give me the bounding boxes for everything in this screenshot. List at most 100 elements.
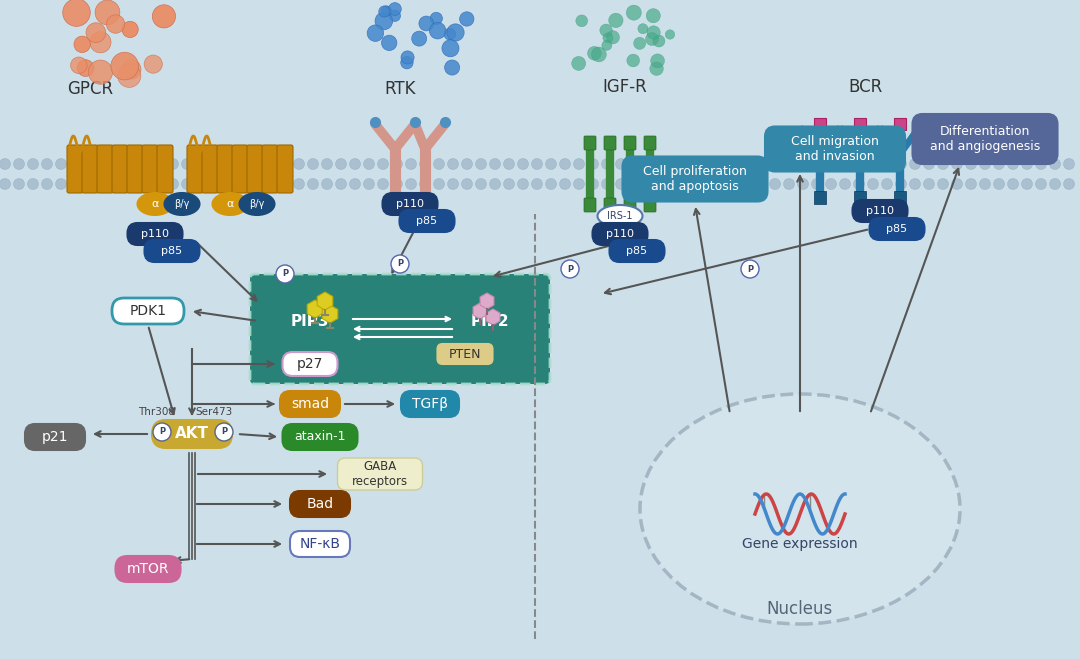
Text: mTOR: mTOR bbox=[126, 562, 170, 576]
Circle shape bbox=[118, 64, 140, 88]
Circle shape bbox=[70, 57, 87, 74]
Circle shape bbox=[41, 179, 53, 190]
FancyBboxPatch shape bbox=[382, 193, 437, 215]
Circle shape bbox=[83, 179, 95, 190]
Circle shape bbox=[378, 159, 389, 169]
Circle shape bbox=[658, 159, 669, 169]
Circle shape bbox=[308, 159, 319, 169]
Circle shape bbox=[280, 179, 291, 190]
Circle shape bbox=[97, 159, 108, 169]
Circle shape bbox=[503, 159, 514, 169]
Text: P: P bbox=[567, 264, 573, 273]
Circle shape bbox=[923, 179, 934, 190]
Circle shape bbox=[210, 179, 220, 190]
Circle shape bbox=[294, 179, 305, 190]
Circle shape bbox=[97, 179, 108, 190]
Circle shape bbox=[672, 179, 683, 190]
Circle shape bbox=[839, 159, 851, 169]
Circle shape bbox=[769, 159, 781, 169]
FancyBboxPatch shape bbox=[894, 191, 906, 204]
Circle shape bbox=[797, 159, 809, 169]
Circle shape bbox=[252, 179, 262, 190]
Text: P: P bbox=[282, 270, 288, 279]
Circle shape bbox=[937, 159, 948, 169]
FancyBboxPatch shape bbox=[112, 298, 184, 324]
Circle shape bbox=[461, 159, 473, 169]
Circle shape bbox=[139, 179, 150, 190]
Circle shape bbox=[107, 15, 125, 33]
Circle shape bbox=[592, 47, 606, 62]
Circle shape bbox=[433, 159, 445, 169]
FancyBboxPatch shape bbox=[593, 223, 648, 245]
Ellipse shape bbox=[164, 193, 200, 215]
FancyBboxPatch shape bbox=[624, 198, 636, 212]
Text: p21: p21 bbox=[42, 430, 68, 444]
Text: β/γ: β/γ bbox=[249, 199, 265, 209]
Circle shape bbox=[923, 159, 934, 169]
FancyBboxPatch shape bbox=[262, 145, 278, 193]
FancyBboxPatch shape bbox=[97, 145, 113, 193]
Circle shape bbox=[489, 179, 500, 190]
Circle shape bbox=[139, 159, 150, 169]
FancyBboxPatch shape bbox=[604, 198, 616, 212]
Circle shape bbox=[1064, 159, 1075, 169]
Circle shape bbox=[433, 179, 445, 190]
Ellipse shape bbox=[640, 394, 960, 624]
Circle shape bbox=[742, 159, 753, 169]
Circle shape bbox=[714, 159, 725, 169]
Circle shape bbox=[909, 159, 920, 169]
Circle shape bbox=[63, 0, 91, 26]
FancyBboxPatch shape bbox=[401, 391, 459, 417]
Text: p27: p27 bbox=[297, 357, 323, 371]
Text: Ser473: Ser473 bbox=[195, 407, 232, 417]
Text: PDK1: PDK1 bbox=[130, 304, 166, 318]
Circle shape bbox=[167, 179, 178, 190]
Text: P: P bbox=[221, 428, 227, 436]
Circle shape bbox=[389, 10, 401, 22]
Text: p85: p85 bbox=[161, 246, 183, 256]
FancyBboxPatch shape bbox=[604, 136, 616, 150]
FancyBboxPatch shape bbox=[584, 198, 596, 212]
FancyBboxPatch shape bbox=[141, 145, 158, 193]
Circle shape bbox=[616, 159, 626, 169]
Ellipse shape bbox=[597, 205, 643, 227]
Circle shape bbox=[381, 35, 397, 51]
Ellipse shape bbox=[137, 193, 173, 215]
Circle shape bbox=[375, 13, 393, 30]
Circle shape bbox=[646, 9, 660, 23]
Circle shape bbox=[308, 179, 319, 190]
FancyBboxPatch shape bbox=[249, 274, 550, 384]
Circle shape bbox=[111, 159, 122, 169]
Circle shape bbox=[111, 179, 122, 190]
FancyBboxPatch shape bbox=[157, 145, 173, 193]
Circle shape bbox=[1064, 179, 1075, 190]
Circle shape bbox=[266, 159, 276, 169]
Circle shape bbox=[153, 159, 164, 169]
Circle shape bbox=[266, 179, 276, 190]
Circle shape bbox=[626, 54, 639, 67]
Circle shape bbox=[364, 179, 375, 190]
Circle shape bbox=[75, 36, 91, 53]
Circle shape bbox=[881, 159, 892, 169]
Circle shape bbox=[419, 16, 434, 31]
FancyBboxPatch shape bbox=[609, 240, 664, 262]
Circle shape bbox=[378, 179, 389, 190]
Circle shape bbox=[644, 179, 654, 190]
Circle shape bbox=[367, 25, 383, 42]
Circle shape bbox=[650, 54, 664, 68]
FancyBboxPatch shape bbox=[247, 145, 264, 193]
FancyBboxPatch shape bbox=[152, 420, 232, 448]
Circle shape bbox=[797, 179, 809, 190]
Circle shape bbox=[27, 159, 39, 169]
Circle shape bbox=[658, 179, 669, 190]
FancyBboxPatch shape bbox=[232, 145, 248, 193]
Text: GPCR: GPCR bbox=[67, 80, 113, 98]
Circle shape bbox=[559, 179, 570, 190]
Circle shape bbox=[700, 179, 711, 190]
FancyBboxPatch shape bbox=[283, 424, 357, 450]
Circle shape bbox=[389, 3, 402, 15]
Circle shape bbox=[672, 159, 683, 169]
Circle shape bbox=[238, 179, 248, 190]
Circle shape bbox=[728, 159, 739, 169]
Circle shape bbox=[419, 179, 431, 190]
